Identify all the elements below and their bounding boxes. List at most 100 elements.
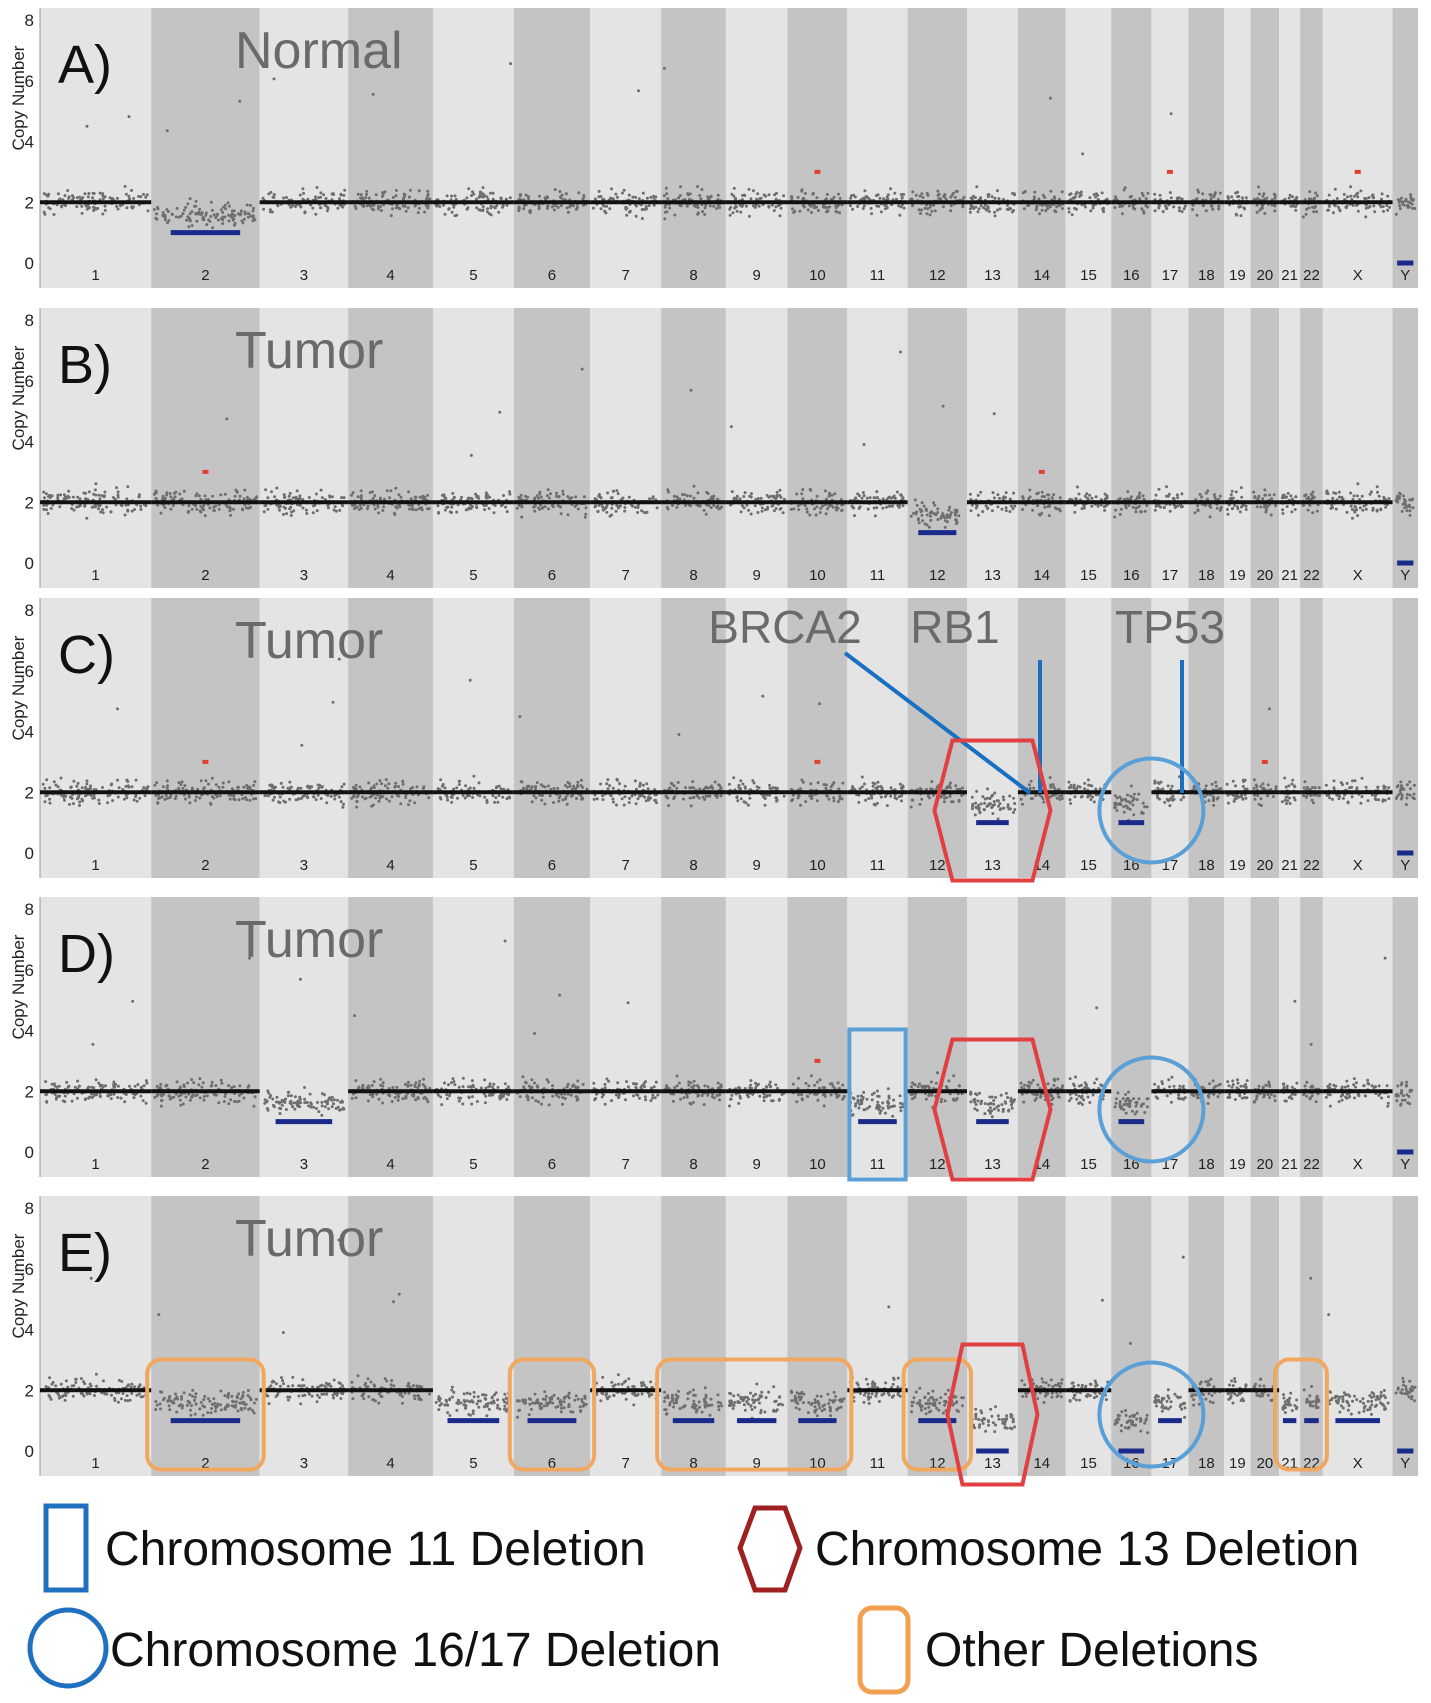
- noise-point: [865, 496, 869, 500]
- noise-point: [1253, 496, 1257, 499]
- noise-point: [305, 512, 309, 515]
- noise-point: [54, 1097, 58, 1101]
- noise-point: [936, 189, 940, 193]
- noise-point: [696, 211, 700, 215]
- chromosome-band: [1250, 308, 1280, 588]
- noise-point: [1304, 212, 1308, 216]
- chromosome-band: [787, 8, 848, 288]
- noise-point: [1218, 494, 1222, 498]
- noise-point: [1372, 204, 1376, 208]
- noise-point: [116, 795, 120, 799]
- noise-point: [465, 207, 469, 211]
- noise-point: [241, 507, 244, 511]
- noise-point: [832, 195, 836, 199]
- noise-point: [732, 776, 736, 780]
- noise-point: [1002, 495, 1006, 499]
- noise-point: [1083, 781, 1087, 785]
- noise-point: [1411, 497, 1415, 501]
- chromosome-label: 13: [984, 857, 1001, 874]
- noise-point: [1331, 211, 1335, 215]
- chromosome-label: 4: [386, 857, 394, 874]
- noise-point: [407, 803, 410, 807]
- chromosome-label: 5: [469, 857, 477, 874]
- noise-point: [1408, 201, 1412, 205]
- noise-point: [139, 1094, 143, 1098]
- noise-point: [968, 207, 972, 211]
- noise-point: [950, 193, 954, 197]
- noise-point: [371, 490, 374, 494]
- noise-point: [764, 194, 768, 198]
- noise-point: [1384, 505, 1388, 509]
- noise-point: [1273, 196, 1277, 200]
- noise-point: [1402, 498, 1406, 501]
- noise-point: [1233, 797, 1237, 801]
- noise-point: [1133, 207, 1137, 211]
- chromosome-band: [1392, 8, 1418, 288]
- noise-point: [525, 784, 529, 788]
- noise-point: [751, 189, 755, 193]
- noise-point: [198, 796, 202, 800]
- noise-point: [797, 508, 801, 512]
- noise-point: [1382, 209, 1385, 213]
- chromosome-label: 6: [548, 567, 556, 584]
- chromosome-band: [1279, 308, 1301, 588]
- noise-point: [704, 203, 708, 207]
- noise-point: [679, 185, 682, 189]
- noise-point: [161, 211, 165, 215]
- noise-point: [804, 800, 808, 804]
- noise-point: [91, 196, 94, 200]
- noise-point: [520, 505, 524, 509]
- noise-point: [1400, 793, 1404, 797]
- noise-point: [1094, 195, 1098, 199]
- noise-point: [913, 498, 917, 502]
- noise-point: [355, 805, 359, 809]
- noise-point: [227, 1084, 231, 1088]
- noise-point: [239, 209, 243, 213]
- chromosome-label: 17: [1162, 567, 1179, 584]
- noise-point: [489, 191, 492, 195]
- noise-point: [1245, 787, 1249, 791]
- noise-point: [423, 210, 427, 214]
- noise-point: [319, 488, 323, 492]
- noise-point: [94, 1078, 98, 1082]
- noise-point: [709, 785, 713, 789]
- noise-point: [977, 806, 981, 810]
- noise-point: [237, 798, 241, 802]
- noise-point: [1293, 508, 1297, 511]
- noise-point: [683, 493, 687, 497]
- noise-point: [397, 785, 401, 789]
- noise-point: [1407, 205, 1411, 209]
- noise-point: [918, 802, 922, 806]
- noise-point: [1405, 509, 1409, 513]
- noise-point: [1075, 485, 1079, 489]
- noise-point: [63, 1100, 67, 1104]
- noise-point: [1338, 209, 1342, 213]
- noise-point: [43, 786, 47, 790]
- chromosome-band: [725, 897, 788, 1177]
- noise-point: [289, 514, 293, 517]
- noise-point: [321, 785, 324, 789]
- noise-point: [311, 511, 315, 515]
- noise-point: [397, 794, 401, 798]
- noise-point: [1399, 780, 1403, 784]
- noise-point: [1411, 197, 1415, 201]
- noise-point: [334, 509, 338, 513]
- noise-point: [993, 196, 997, 200]
- chromosome-band: [725, 308, 788, 588]
- noise-point: [1371, 508, 1375, 512]
- noise-point: [1398, 495, 1401, 499]
- noise-point: [743, 491, 747, 495]
- noise-point: [325, 209, 329, 213]
- noise-point: [401, 779, 405, 783]
- chromosome-band: [661, 897, 726, 1177]
- noise-point: [851, 506, 855, 510]
- noise-point: [332, 508, 336, 512]
- noise-point: [1366, 799, 1370, 803]
- noise-point: [1259, 784, 1263, 788]
- noise-point: [389, 214, 393, 218]
- noise-point: [986, 205, 990, 209]
- noise-point: [526, 195, 530, 199]
- noise-point: [877, 204, 881, 208]
- noise-point: [394, 781, 398, 785]
- noise-point: [282, 799, 286, 803]
